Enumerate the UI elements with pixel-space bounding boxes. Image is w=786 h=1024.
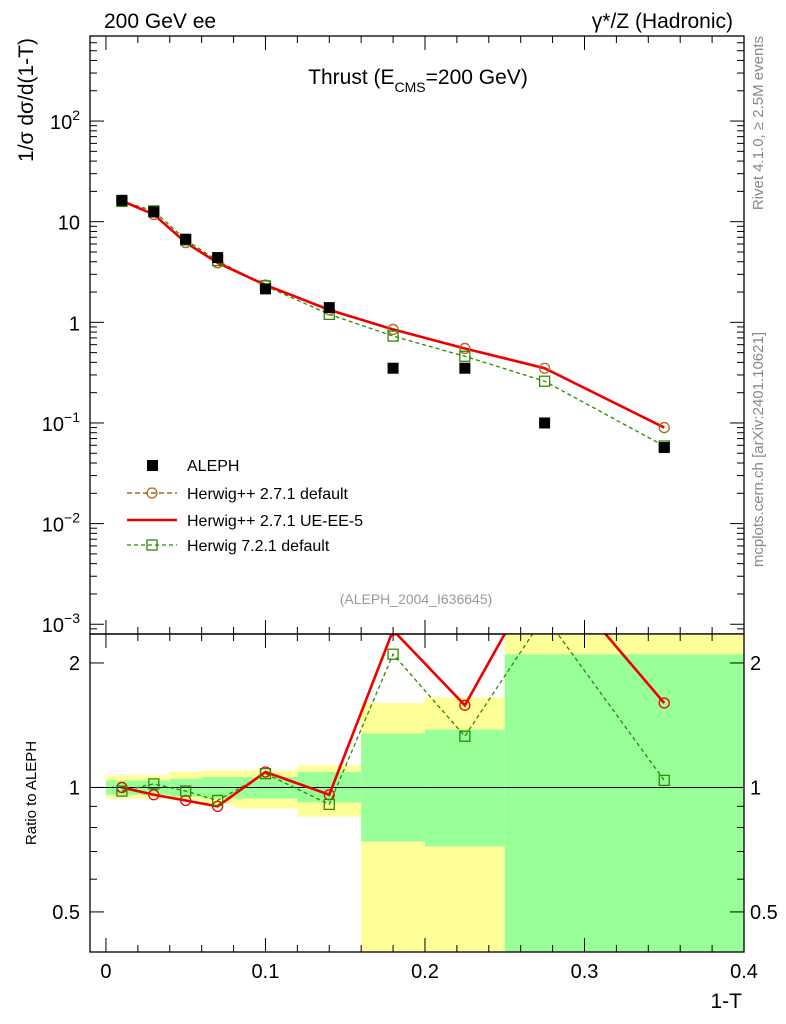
mcplots-label: mcplots.cern.ch [arXiv:2401.10621] [750,332,767,567]
ratio-herwig7-point [211,794,224,807]
aleph-data-point [212,252,224,264]
x-tick-label: 0.1 [252,961,280,983]
uncertainty-band-inner [504,654,585,952]
x-tick-label: 0.3 [571,961,599,983]
ratio-y-tick-label-right: 0.5 [750,902,778,924]
ratio-herwigpp-point [459,699,471,711]
y-tick-label: 10−3 [42,610,80,637]
ratio-y-tick-label-right: 2 [750,653,761,675]
main-plot-title: Thrust (ECMS=200 GeV) [308,66,528,95]
herwigpp-ueee5-line [121,199,665,429]
uncertainty-band-inner [424,729,505,847]
x-tick-label: 0 [100,961,111,983]
herwig7-line [121,200,665,447]
uncertainty-band-inner [584,654,744,952]
ratio-herwig7-line [121,634,665,806]
ratio-y-tick-label-right: 1 [750,777,761,799]
herwigpp-default-point [538,362,551,374]
legend-marker-herwigpp-default [146,487,158,499]
ratio-herwig7-point [116,785,128,797]
legend-label-herwigpp-ueee5: Herwig++ 2.7.1 UE-EE-5 [187,513,363,530]
ratio-plot-frame [89,633,745,953]
legend-label-herwig7: Herwig 7.2.1 default [187,538,330,555]
y-tick-label: 102 [50,107,80,134]
ratio-herwig7-point [323,798,335,811]
ratio-herwigpp-point [540,557,550,567]
header-left: 200 GeV ee [104,10,216,33]
ratio-herwigpp-point [658,697,670,709]
ratio-herwig7-point [180,785,192,797]
y-tick-label: 10 [58,213,80,235]
y-tick-label: 1 [69,313,80,335]
herwig7-point [387,330,399,342]
ratio-herwigpp-ueee5-line [121,634,666,808]
ratio-herwigpp-point [148,789,160,801]
ratio-herwig7-point [540,611,550,621]
herwigpp-default-point [658,421,670,434]
aleph-data-point [387,362,399,374]
ratio-herwig7-point [658,774,670,787]
ratio-y-tick-label: 1 [69,777,80,799]
legend-marker-herwig7 [146,539,158,551]
legend-label-aleph: ALEPH [187,458,239,475]
aleph-data-point [116,194,128,206]
ratio-y-tick-label: 0.5 [52,902,80,924]
ratio-herwig7-point [259,767,272,780]
main-y-axis-label: 1/σ dσ/d(1-T) [15,38,38,162]
rivet-version-label: Rivet 4.1.0, ≥ 2.5M events [750,36,767,210]
ratio-herwig7-point [459,730,471,742]
header-right: γ*/Z (Hadronic) [592,10,733,33]
aleph-data-point [259,283,271,295]
reference-label: (ALEPH_2004_I636645) [340,591,493,607]
legend: ALEPH Herwig++ 2.7.1 default Herwig++ 2.… [127,458,363,555]
aleph-data-point [658,442,670,454]
legend-label-herwigpp-default: Herwig++ 2.7.1 default [187,486,349,503]
y-tick-label: 10−2 [42,510,80,537]
x-axis-label: 1-T [711,990,743,1013]
ratio-y-axis-label: Ratio to ALEPH [23,741,40,845]
herwigpp-default-point [459,342,471,355]
aleph-data-point [180,233,192,245]
aleph-data-point [539,417,551,429]
y-tick-label: 10−1 [42,409,80,436]
herwig7-point [538,375,551,387]
herwigpp-default-point [387,323,399,336]
aleph-data-point [323,302,335,314]
ratio-y-tick-label: 2 [69,653,80,675]
ratio-herwig7-point [148,778,160,790]
aleph-data-point [459,362,471,374]
herwigpp-default-line [121,200,665,429]
legend-marker-aleph [147,460,158,471]
ratio-herwig7-point [387,648,399,660]
herwig7-point [459,350,471,362]
x-tick-label: 0.2 [411,961,439,983]
x-tick-label: 0.4 [730,961,758,983]
aleph-data-point [148,206,160,218]
ratio-herwigpp-point [211,800,224,813]
